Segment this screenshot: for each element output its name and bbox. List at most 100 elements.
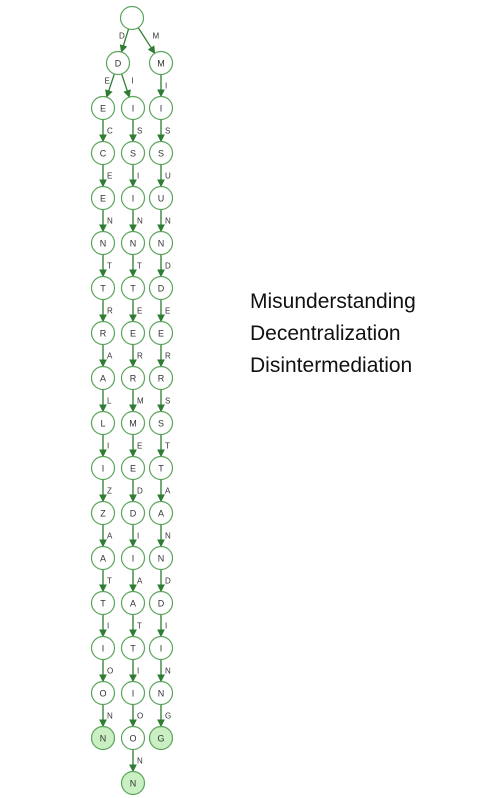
edge-root-d-label: D xyxy=(119,32,125,41)
node-disintermediation-9-label: M xyxy=(129,419,137,429)
node-decentralization-13-label: T xyxy=(100,599,106,609)
node-disintermediation-7 xyxy=(120,320,146,346)
node-decentralization-7 xyxy=(90,320,116,346)
edge-disintermediation-11-label: D xyxy=(137,487,143,496)
edge-decentralization-5-label: N xyxy=(107,217,113,226)
node-disintermediation-13 xyxy=(120,590,146,616)
node-misunderstanding-13-label: D xyxy=(158,599,165,609)
node-decentralization-11-label: Z xyxy=(100,509,106,519)
edge-disintermediation-6-label: T xyxy=(137,262,142,271)
edge-decentralization-4-label: E xyxy=(107,172,112,181)
edge-disintermediation-10-label: E xyxy=(137,442,142,451)
node-misunderstanding-7-label: E xyxy=(158,329,164,339)
node-misunderstanding-16 xyxy=(148,725,174,751)
node-decentralization-12 xyxy=(90,545,116,571)
node-misunderstanding-9-label: S xyxy=(158,419,164,429)
node-disintermediation-12 xyxy=(120,545,146,571)
edge-disintermediation-9-label: M xyxy=(137,397,144,406)
edge-decentralization-10-label: I xyxy=(107,442,109,451)
node-disintermediation-4 xyxy=(120,185,146,211)
node-m xyxy=(148,50,174,76)
node-decentralization-14 xyxy=(90,635,116,661)
edge-decentralization-7-label: R xyxy=(107,307,113,316)
edge-disintermediation-3-label: S xyxy=(137,127,142,136)
node-misunderstanding-12 xyxy=(148,545,174,571)
node-disintermediation-14 xyxy=(120,635,146,661)
node-decentralization-5 xyxy=(90,230,116,256)
node-disintermediation-2 xyxy=(120,95,146,121)
node-d xyxy=(105,50,131,76)
node-decentralization-16 xyxy=(90,725,116,751)
node-misunderstanding-3 xyxy=(148,140,174,166)
edge-misunderstanding-11-label: A xyxy=(165,487,171,496)
edge-misunderstanding-6-label: D xyxy=(165,262,171,271)
edge-decentralization-2-label: E xyxy=(105,77,110,86)
node-misunderstanding-7 xyxy=(148,320,174,346)
node-disintermediation-16-label: O xyxy=(129,734,136,744)
node-misunderstanding-11-label: A xyxy=(158,509,164,519)
node-disintermediation-10 xyxy=(120,455,146,481)
edge-misunderstanding-12-label: N xyxy=(165,532,171,541)
edge-decentralization-3-label: C xyxy=(107,127,113,136)
edge-misunderstanding-4-label: U xyxy=(165,172,171,181)
node-decentralization-14-label: I xyxy=(102,644,105,654)
node-decentralization-16-label: N xyxy=(100,734,107,744)
node-misunderstanding-9 xyxy=(148,410,174,436)
node-misunderstanding-3-label: S xyxy=(158,149,164,159)
word-misunderstanding: Misunderstanding xyxy=(250,290,416,313)
node-d-label: D xyxy=(115,59,122,69)
edge-decentralization-16-label: N xyxy=(107,712,113,721)
edge-disintermediation-4-label: I xyxy=(137,172,139,181)
node-misunderstanding-15 xyxy=(148,680,174,706)
node-disintermediation-17-label: N xyxy=(130,779,137,789)
node-disintermediation-8-label: R xyxy=(130,374,137,384)
node-disintermediation-2-label: I xyxy=(132,104,135,114)
node-misunderstanding-8 xyxy=(148,365,174,391)
edge-disintermediation-12-label: I xyxy=(137,532,139,541)
edge-misunderstanding-7-label: E xyxy=(165,307,170,316)
node-decentralization-13 xyxy=(90,590,116,616)
edge-decentralization-14-label: I xyxy=(107,622,109,631)
node-misunderstanding-10 xyxy=(148,455,174,481)
edge-decentralization-6-label: T xyxy=(107,262,112,271)
node-disintermediation-16 xyxy=(120,725,146,751)
edge-decentralization-15-label: O xyxy=(107,667,113,676)
edge-misunderstanding-16-label: G xyxy=(165,712,171,721)
node-decentralization-9-label: L xyxy=(100,419,105,429)
node-disintermediation-5 xyxy=(120,230,146,256)
node-disintermediation-4-label: I xyxy=(132,194,135,204)
node-decentralization-2-label: E xyxy=(100,104,106,114)
node-decentralization-2 xyxy=(90,95,116,121)
node-disintermediation-14-label: T xyxy=(130,644,136,654)
edge-decentralization-9-label: L xyxy=(107,397,112,406)
edge-disintermediation-7-label: E xyxy=(137,307,142,316)
node-disintermediation-8 xyxy=(120,365,146,391)
node-disintermediation-6-label: T xyxy=(130,284,136,294)
word-decentralization: Decentralization xyxy=(250,322,401,345)
node-decentralization-5-label: N xyxy=(100,239,107,249)
node-misunderstanding-8-label: R xyxy=(158,374,165,384)
node-misunderstanding-2-label: I xyxy=(160,104,163,114)
node-disintermediation-6 xyxy=(120,275,146,301)
node-decentralization-15 xyxy=(90,680,116,706)
word-list: Misunderstanding Decentralization Disint… xyxy=(250,286,416,382)
node-disintermediation-3 xyxy=(120,140,146,166)
node-disintermediation-3-label: S xyxy=(130,149,136,159)
node-decentralization-10-label: I xyxy=(102,464,105,474)
node-decentralization-4 xyxy=(90,185,116,211)
edge-misunderstanding-14-label: I xyxy=(165,622,167,631)
node-disintermediation-15-label: I xyxy=(132,689,135,699)
edge-disintermediation-17-label: N xyxy=(137,757,143,766)
edge-root-m xyxy=(137,27,156,54)
node-misunderstanding-16-label: G xyxy=(157,734,164,744)
node-decentralization-8 xyxy=(90,365,116,391)
edge-disintermediation-14-label: T xyxy=(137,622,142,631)
word-disintermediation: Disintermediation xyxy=(250,354,413,377)
edge-misunderstanding-8-label: R xyxy=(165,352,171,361)
edge-disintermediation-2 xyxy=(121,73,131,98)
node-disintermediation-9 xyxy=(120,410,146,436)
node-misunderstanding-12-label: N xyxy=(158,554,165,564)
node-decentralization-9 xyxy=(90,410,116,436)
edge-misunderstanding-10-label: T xyxy=(165,442,170,451)
